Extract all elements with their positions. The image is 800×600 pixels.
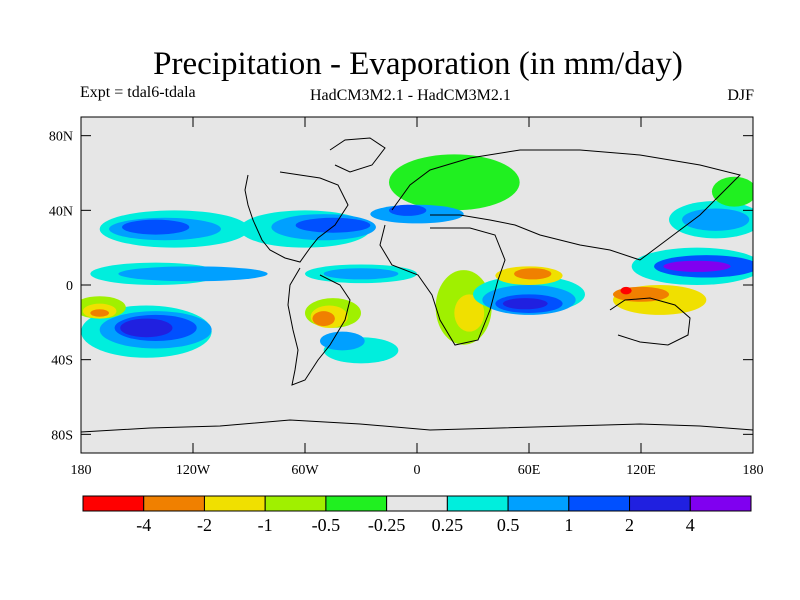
anomaly-region-19	[312, 311, 335, 327]
colorbar-label: -4	[136, 515, 151, 535]
coastline-africa	[379, 224, 506, 346]
colorbar-label: 4	[686, 515, 695, 535]
anomaly-region-26	[454, 294, 485, 332]
colorbar-swatch-4	[325, 495, 388, 512]
colorbar-swatch-6	[446, 495, 509, 512]
coastline-antarctica	[81, 419, 753, 433]
lat-tick-label: 80N	[49, 130, 73, 145]
lon-tick-label: 60E	[518, 463, 541, 478]
season-label: DJF	[727, 87, 754, 104]
experiment-label: Expt = tdal6-tdala	[80, 84, 196, 101]
anomaly-region-24	[389, 204, 427, 216]
colorbar-label: 0.5	[497, 515, 520, 535]
colorbar-label: 2	[625, 515, 634, 535]
colorbar-swatch-1	[143, 495, 205, 512]
anomaly-region-38	[620, 286, 632, 295]
coastline-south-america	[287, 267, 351, 386]
anomaly-region-30	[502, 298, 548, 310]
anomaly-region-22	[389, 154, 520, 211]
colorbar-label: -0.25	[368, 515, 406, 535]
lon-tick-label: 180	[71, 463, 92, 478]
lon-tick-label: 180	[743, 463, 764, 478]
model-subtitle: HadCM3M2.1 - HadCM3M2.1	[310, 87, 511, 104]
colorbar-swatch-2	[203, 495, 266, 512]
anomaly-region-2	[122, 219, 190, 235]
lat-tick-label: 40N	[49, 204, 73, 219]
anomaly-region-40	[682, 208, 750, 231]
colorbar-swatch-3	[264, 495, 327, 512]
anomaly-region-32	[514, 268, 552, 280]
colorbar-swatch-9	[629, 495, 691, 512]
colorbar-label: -0.5	[312, 515, 341, 535]
anomaly-region-11	[90, 309, 109, 317]
lon-tick-label: 60W	[291, 463, 319, 478]
anomaly-region-4	[118, 266, 268, 282]
anomaly-region-8	[120, 318, 173, 338]
anomaly-regions	[81, 154, 753, 364]
colorbar-label: -1	[258, 515, 273, 535]
colorbar-swatch-0	[82, 495, 145, 512]
lon-tick-label: 0	[414, 463, 421, 478]
colorbar: -4 -2 -1 -0.5 -0.25 0.25 0.5 1 2 4	[82, 495, 752, 535]
coastlines	[81, 137, 753, 433]
anomaly-region-16	[323, 268, 399, 280]
colorbar-label: -2	[197, 515, 212, 535]
anomaly-region-41	[711, 176, 753, 207]
lon-tick-label: 120E	[626, 463, 656, 478]
anomaly-region-21	[319, 331, 365, 351]
anomaly-region-35	[663, 260, 731, 272]
colorbar-label: 0.25	[432, 515, 464, 535]
lat-tick-label: 40S	[51, 354, 73, 369]
lon-tick-label: 120W	[176, 463, 211, 478]
lat-tick-label: 80S	[51, 428, 73, 443]
colorbar-swatch-10	[689, 495, 752, 512]
colorbar-swatch-7	[507, 495, 570, 512]
colorbar-label: 1	[564, 515, 573, 535]
colorbar-swatch-5	[386, 495, 448, 512]
colorbar-swatch-8	[568, 495, 631, 512]
anomaly-region-14	[295, 217, 371, 233]
lat-tick-label: 0	[66, 279, 73, 294]
coastline-australia	[609, 297, 691, 346]
axis-ticks: 80N 40N 0 40S 80S 180 120W 60W 0 60E 120E 180	[49, 117, 764, 478]
coastline-eurasia	[391, 149, 741, 261]
coastline-north-america	[244, 171, 349, 263]
figure-title: Precipitation - Evaporation (in mm/day)	[153, 46, 683, 82]
coastline-greenland	[329, 137, 386, 173]
